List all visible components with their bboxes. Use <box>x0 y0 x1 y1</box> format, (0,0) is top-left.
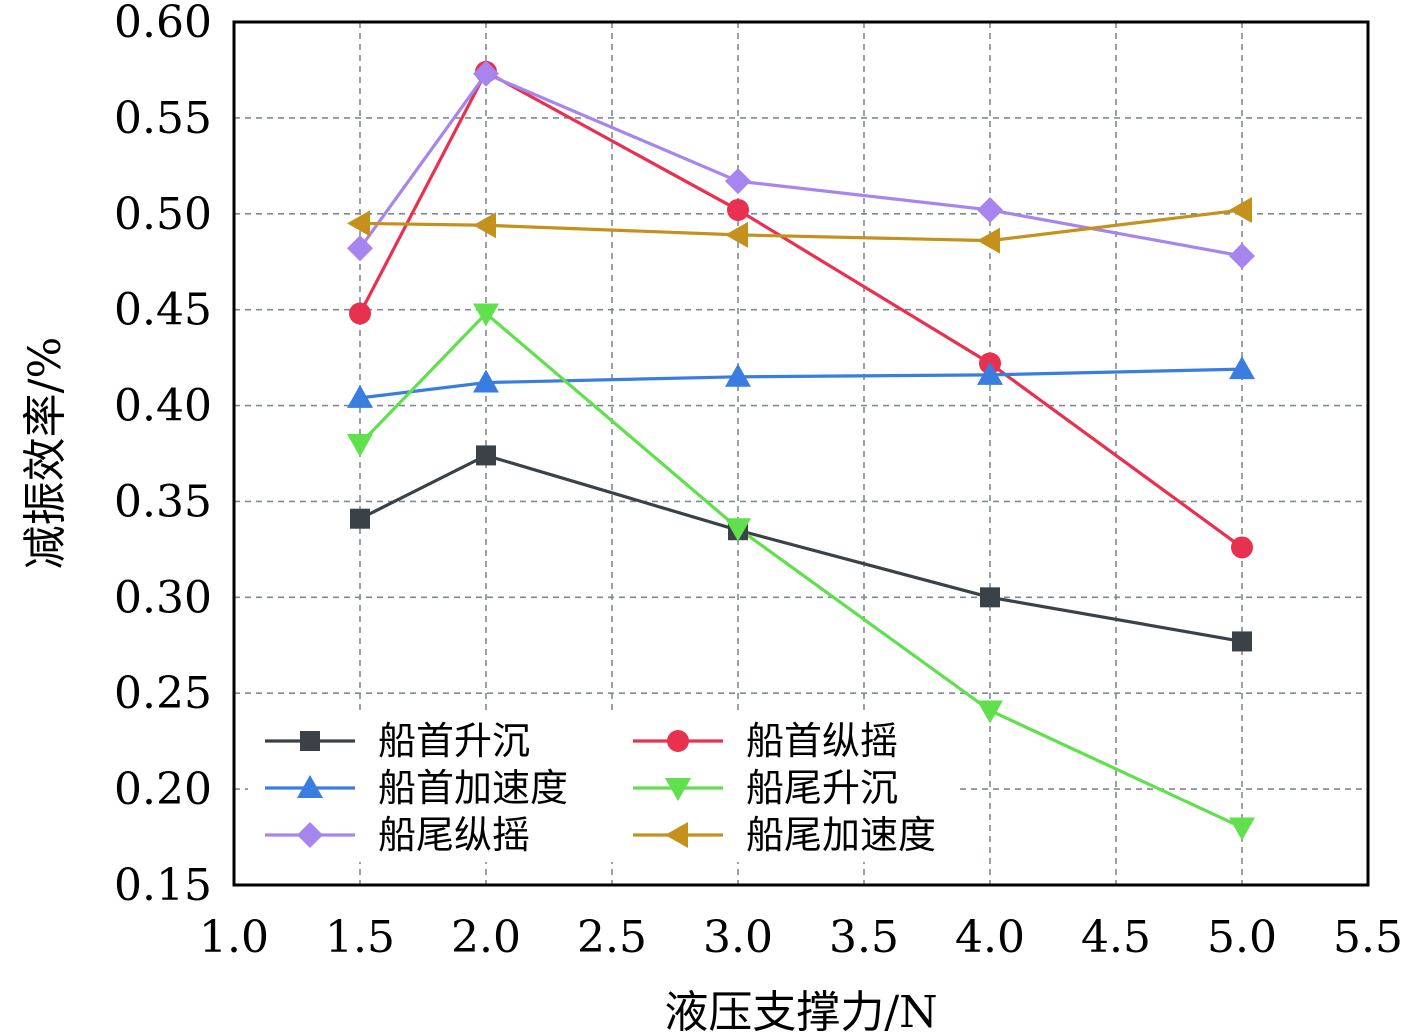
data-point <box>980 587 1000 608</box>
x-tick-label: 4.0 <box>955 912 1025 963</box>
data-point <box>347 384 373 408</box>
y-axis-title: 减振效率/% <box>20 337 71 570</box>
x-tick-label: 1.5 <box>325 912 395 963</box>
y-tick-label: 0.15 <box>114 860 212 911</box>
y-tick-label: 0.50 <box>114 189 212 240</box>
data-point <box>725 221 748 248</box>
data-point <box>1229 242 1255 269</box>
legend-marker <box>297 775 323 798</box>
data-point <box>727 198 749 221</box>
data-point <box>1232 631 1252 652</box>
legend-label: 船尾加速度 <box>746 813 936 857</box>
y-tick-label: 0.35 <box>114 476 212 527</box>
x-tick-label: 1.0 <box>199 912 269 963</box>
data-point <box>725 363 751 387</box>
x-tick-label: 3.5 <box>829 912 899 963</box>
y-tick-label: 0.20 <box>114 764 212 815</box>
data-point <box>1231 536 1253 559</box>
legend-label: 船尾纵摇 <box>378 813 530 857</box>
data-point <box>1229 196 1252 223</box>
legend-marker <box>665 822 688 848</box>
legend-label: 船首纵摇 <box>746 719 898 763</box>
legend-background <box>248 712 958 862</box>
legend-label: 船首加速度 <box>378 766 568 810</box>
legend-marker <box>297 822 323 848</box>
x-tick-label: 5.0 <box>1207 912 1277 963</box>
y-tick-label: 0.45 <box>114 285 212 336</box>
data-point <box>349 302 371 325</box>
y-tick-label: 0.60 <box>114 0 212 48</box>
data-point <box>476 445 496 466</box>
data-point <box>977 361 1003 385</box>
data-point <box>1229 817 1255 841</box>
y-tick-label: 0.25 <box>114 668 212 719</box>
legend-label: 船首升沉 <box>378 719 530 763</box>
y-tick-label: 0.40 <box>114 381 212 432</box>
x-tick-label: 2.5 <box>577 912 647 963</box>
plot-frame <box>232 20 1370 887</box>
x-tick-label: 3.0 <box>703 912 773 963</box>
data-point <box>347 433 373 457</box>
data-point <box>473 369 499 393</box>
data-point <box>1229 356 1255 380</box>
data-point <box>347 210 370 237</box>
series-line <box>359 453 1243 644</box>
grid-lines <box>234 22 1368 885</box>
y-tick-label: 0.55 <box>114 93 212 144</box>
data-point <box>473 60 499 87</box>
y-tick-label: 0.30 <box>114 572 212 623</box>
data-point <box>977 196 1003 223</box>
legend-marker <box>665 778 691 801</box>
data-point <box>977 700 1003 724</box>
x-tick-label: 2.0 <box>451 912 521 963</box>
data-point <box>977 227 1000 254</box>
data-point <box>347 235 373 262</box>
series-layer <box>347 60 1255 841</box>
data-point <box>350 508 370 529</box>
data-point <box>473 303 499 327</box>
y-tick-labels: 0.15 0.20 0.25 0.30 0.35 0.40 0.45 0.50 0.55 0.60 <box>114 0 212 911</box>
x-tick-labels: 1.0 1.5 2.0 2.5 3.0 3.5 4.0 4.5 5.0 5.5 <box>199 912 1403 963</box>
x-tick-label: 4.5 <box>1081 912 1151 963</box>
data-point <box>725 168 751 195</box>
data-point <box>473 212 496 239</box>
legend-marker <box>667 730 689 752</box>
x-axis-title: 液压支撑力/N <box>664 987 937 1035</box>
legend-label: 船尾升沉 <box>746 766 898 810</box>
x-tick-label: 5.5 <box>1333 912 1403 963</box>
data-point <box>725 518 751 542</box>
legend-marker <box>300 731 320 751</box>
